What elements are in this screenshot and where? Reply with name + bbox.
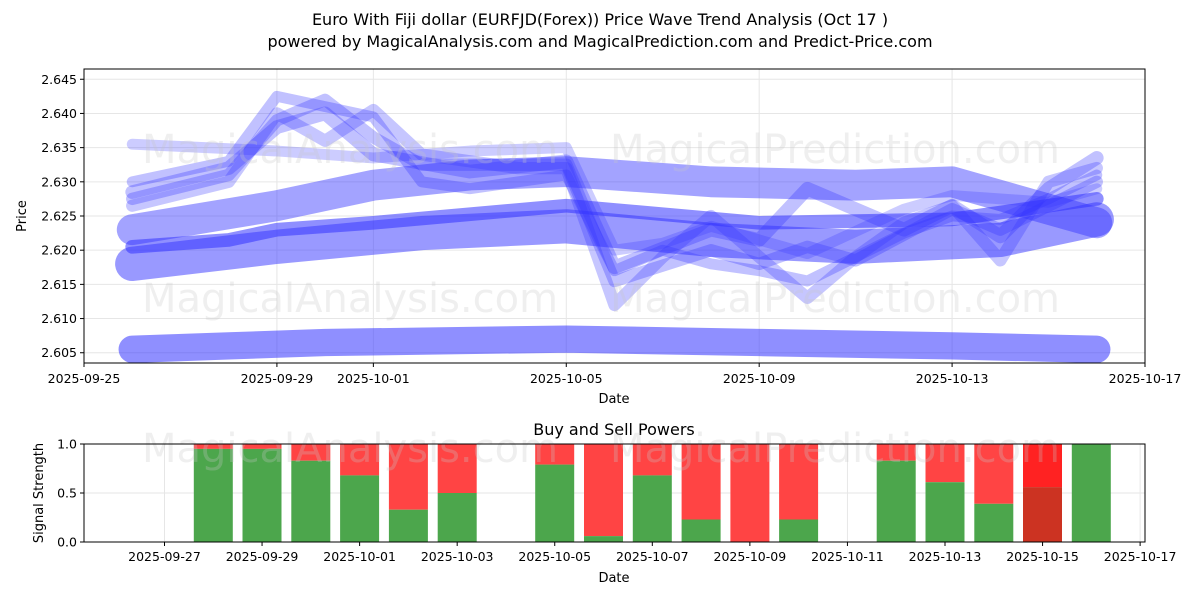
- sell-power-bar: [876, 444, 916, 461]
- watermark-analysis-sub: MagicalAnalysis.com: [142, 426, 558, 472]
- price-y-ticks: 2.605 2.610 2.615 2.620 2.625 2.630 2.635 2.640…: [41, 72, 84, 360]
- chart-title: Euro With Fiji dollar (EURFJD(Forex)) Pr…: [312, 10, 888, 29]
- buy-power-bar: [1071, 444, 1111, 542]
- watermark-prediction-sub: MagicalPrediction.com: [610, 426, 1060, 472]
- sell-power-bar: [340, 444, 380, 476]
- buy-sell-y-tick-label: 0.0: [57, 535, 77, 550]
- sell-power-bar: [1023, 444, 1062, 488]
- watermark-analysis-bottom: MagicalAnalysis.com: [142, 276, 558, 322]
- price-wave-line-wave-f: [126, 103, 1103, 312]
- price-watermarks: MagicalAnalysis.com MagicalPrediction.co…: [142, 127, 1060, 322]
- buy-sell-y-tick-label: 0.5: [57, 486, 77, 501]
- sell-power-bar: [291, 444, 331, 461]
- price-x-axis-label: Date: [598, 392, 629, 407]
- price-y-tick-label: 2.605: [41, 345, 77, 360]
- buy-sell-x-ticks: 2025-09-27 2025-09-29 2025-10-01 2025-10-03…: [128, 542, 1176, 564]
- watermark-analysis-top: MagicalAnalysis.com: [142, 127, 558, 173]
- price-wave-line-wave-g: [126, 90, 1103, 287]
- sell-power-bar: [242, 444, 282, 449]
- price-wave-panel: MagicalAnalysis.com MagicalPrediction.co…: [15, 68, 1182, 407]
- price-x-tick-label: 2025-09-29: [241, 371, 314, 386]
- buy-power-bar: [437, 493, 477, 542]
- watermark-prediction-top: MagicalPrediction.com: [610, 127, 1060, 173]
- price-wave-line-wave-h: [126, 138, 1103, 260]
- price-wave-line-wave-i: [126, 93, 1103, 288]
- buy-sell-x-tick-label: 2025-10-07: [616, 549, 689, 564]
- watermark-prediction-bottom: MagicalPrediction.com: [610, 276, 1060, 322]
- buy-sell-y-axis-label: Signal Strength: [32, 443, 47, 543]
- price-x-tick-label: 2025-09-25: [48, 371, 121, 386]
- price-y-tick-label: 2.610: [41, 311, 77, 326]
- sell-power-bar: [437, 444, 477, 493]
- price-wave-line-wave-c: [116, 156, 1113, 246]
- buy-power-bar: [584, 536, 623, 542]
- chart-subtitle: powered by MagicalAnalysis.com and Magic…: [267, 32, 932, 51]
- buy-power-bar: [1023, 487, 1062, 542]
- buy-sell-x-tick-label: 2025-10-11: [811, 549, 884, 564]
- price-wave-line-wave-b: [115, 202, 1114, 281]
- sell-power-bar: [779, 444, 819, 520]
- buy-sell-x-tick-label: 2025-10-09: [714, 549, 787, 564]
- sell-power-bar: [681, 444, 721, 520]
- buy-sell-x-tick-label: 2025-10-05: [518, 549, 591, 564]
- buy-sell-bars: [193, 444, 1111, 542]
- buy-sell-x-tick-label: 2025-09-29: [226, 549, 299, 564]
- price-y-tick-label: 2.630: [41, 174, 77, 189]
- price-x-tick-label: 2025-10-01: [337, 371, 410, 386]
- sell-power-bar: [535, 444, 575, 465]
- price-y-tick-label: 2.625: [41, 209, 77, 224]
- buy-power-bar: [388, 509, 428, 542]
- buy-sell-x-tick-label: 2025-09-27: [128, 549, 201, 564]
- sell-power-bar: [974, 444, 1014, 504]
- price-x-tick-label: 2025-10-05: [530, 371, 603, 386]
- sell-power-bar: [388, 444, 428, 510]
- buy-power-bar: [925, 482, 965, 542]
- sell-power-bar: [584, 444, 623, 537]
- price-x-tick-label: 2025-10-09: [723, 371, 796, 386]
- buy-sell-y-ticks: 0.0 0.5 1.0: [57, 437, 84, 550]
- buy-sell-x-tick-label: 2025-10-17: [1104, 549, 1177, 564]
- buy-sell-panel: Buy and Sell Powers MagicalAnalysis.com …: [32, 420, 1176, 586]
- buy-power-bar: [291, 460, 331, 542]
- buy-sell-title: Buy and Sell Powers: [533, 420, 695, 439]
- price-y-tick-label: 2.645: [41, 72, 77, 87]
- buy-power-bar: [779, 519, 819, 542]
- buy-power-bar: [632, 475, 672, 542]
- price-wave-line-wave-e: [125, 106, 1104, 275]
- buy-power-bar: [974, 503, 1014, 542]
- sell-power-bar: [925, 444, 965, 483]
- buy-sell-x-axis-label: Date: [598, 571, 629, 586]
- buy-power-bar: [535, 464, 575, 542]
- sell-power-bar: [193, 444, 233, 449]
- price-x-tick-label: 2025-10-17: [1109, 371, 1182, 386]
- price-y-tick-label: 2.620: [41, 243, 77, 258]
- price-x-ticks: 2025-09-25 2025-09-29 2025-10-01 2025-10-05…: [48, 363, 1182, 386]
- price-y-axis-label: Price: [15, 200, 30, 232]
- buy-power-bar: [876, 460, 916, 542]
- buy-sell-x-tick-label: 2025-10-15: [1006, 549, 1079, 564]
- buy-sell-x-tick-label: 2025-10-01: [323, 549, 396, 564]
- buy-power-bar: [340, 475, 380, 542]
- sell-power-bar: [632, 444, 672, 476]
- price-x-tick-label: 2025-10-13: [916, 371, 989, 386]
- price-y-tick-label: 2.615: [41, 277, 77, 292]
- buy-power-bar: [193, 448, 233, 542]
- price-wave-line-wave-d: [125, 192, 1104, 254]
- buy-sell-y-tick-label: 1.0: [57, 437, 77, 452]
- buy-power-bar: [242, 448, 282, 542]
- price-waves: [115, 90, 1114, 363]
- price-y-tick-label: 2.640: [41, 106, 77, 121]
- buy-sell-x-tick-label: 2025-10-03: [421, 549, 494, 564]
- price-y-tick-label: 2.635: [41, 140, 77, 155]
- buy-power-bar: [681, 519, 721, 542]
- sell-power-bar: [730, 444, 770, 542]
- price-wave-line-wave-a: [118, 325, 1111, 363]
- buy-sell-x-tick-label: 2025-10-13: [909, 549, 982, 564]
